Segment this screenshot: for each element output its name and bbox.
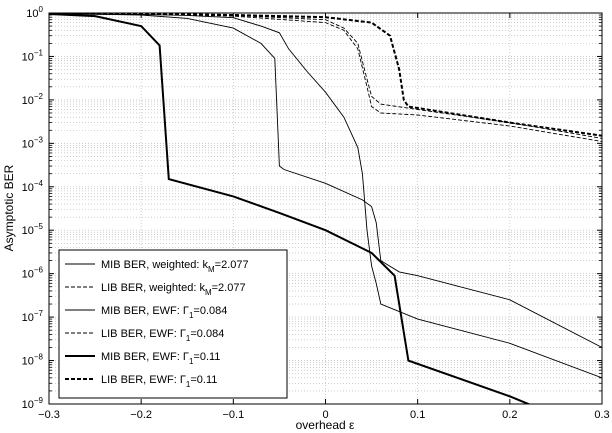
y-axis-label: Asymptotic BER xyxy=(2,164,16,251)
y-tick-label: 10−4 xyxy=(22,179,44,194)
y-tick-label: 10−5 xyxy=(22,222,44,237)
legend-entry: MIB BER, weighted: kM=2.077 xyxy=(101,259,249,274)
y-tick-label: 100 xyxy=(26,5,43,20)
y-tick-labels: 10−9 10−8 10−7 10−6 10−5 10−4 10−3 10−2 10−1 100 xyxy=(22,5,44,411)
x-tick-label: 0.2 xyxy=(502,409,517,421)
series-line-3 xyxy=(49,13,602,348)
series-line-5 xyxy=(49,13,532,404)
legend-entry: MIB BER, EWF: Γ1=0.11 xyxy=(101,351,220,366)
x-tick-labels: −0.3 −0.2 −0.1 0 0.1 0.2 0.3 xyxy=(38,409,610,421)
x-tick-label: −0.3 xyxy=(38,409,60,421)
y-tick-label: 10−2 xyxy=(22,92,44,107)
legend-entry: LIB BER, weighted: kM=2.077 xyxy=(101,282,246,297)
series-line-6 xyxy=(49,13,602,137)
x-tick-label: 0 xyxy=(322,409,328,421)
legend-box xyxy=(58,249,288,399)
y-tick-label: 10−3 xyxy=(22,135,44,150)
y-tick-label: 10−6 xyxy=(22,266,44,281)
legend-entry: MIB BER, EWF: Γ1=0.084 xyxy=(101,305,227,320)
x-tick-label: 0.3 xyxy=(594,409,609,421)
y-tick-label: 10−7 xyxy=(22,309,44,324)
legend: MIB BER, weighted: kM=2.077 LIB BER, weig… xyxy=(58,249,288,399)
y-tick-label: 10−1 xyxy=(22,48,44,63)
axis-ticks xyxy=(48,12,603,405)
x-tick-label: −0.1 xyxy=(222,409,244,421)
legend-entry: LIB BER, EWF: Γ1=0.084 xyxy=(101,328,224,343)
series-layer xyxy=(49,13,602,404)
y-tick-label: 10−9 xyxy=(22,396,44,411)
x-tick-label: −0.2 xyxy=(130,409,152,421)
x-axis-label: overhead ε xyxy=(296,418,355,432)
y-tick-label: 10−8 xyxy=(22,353,44,368)
legend-entry: LIB BER, EWF: Γ1=0.11 xyxy=(101,374,217,389)
grid xyxy=(49,13,602,404)
x-tick-label: 0.1 xyxy=(410,409,425,421)
